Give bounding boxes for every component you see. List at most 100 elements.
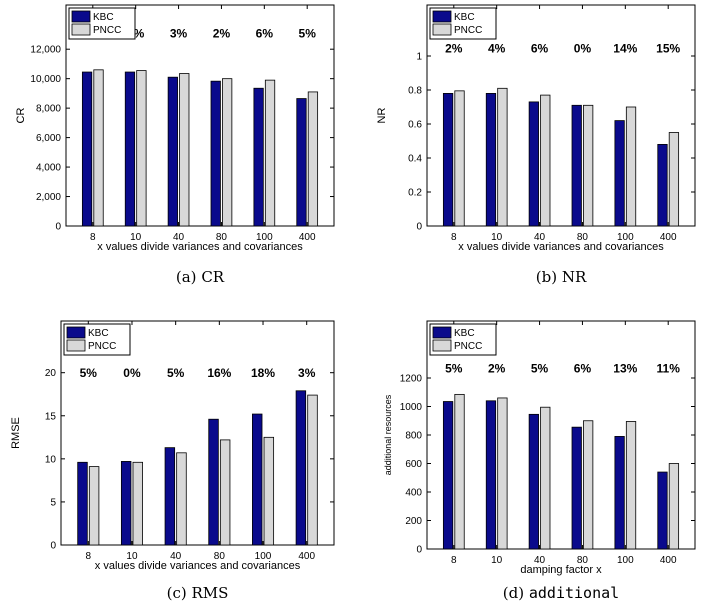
y-axis-title: RMSE: [10, 417, 22, 449]
percent-label: 6%: [531, 42, 549, 56]
bar-pncc-10: [497, 87, 508, 227]
percent-label: 2%: [213, 26, 231, 40]
percent-label: 4%: [488, 42, 506, 56]
y-tick-label: 5: [50, 497, 56, 508]
bar-kbc-400: [657, 143, 668, 227]
x-tick-label: 40: [173, 232, 185, 243]
percent-label: 11%: [657, 361, 681, 375]
bar-pncc-40: [176, 452, 187, 546]
x-tick-label: 10: [491, 555, 503, 566]
y-tick-label: 15: [45, 411, 57, 422]
y-tick-label: 600: [405, 459, 422, 470]
x-tick-label: 400: [298, 551, 315, 562]
caption-label: (a): [176, 268, 201, 286]
bar-pncc-100: [625, 106, 637, 227]
caption-label: (b): [536, 268, 562, 286]
percent-label: 5%: [80, 366, 98, 380]
bar-kbc-400: [296, 98, 307, 227]
y-tick-label: 0.2: [408, 188, 422, 199]
percent-label: 3%: [298, 366, 316, 380]
y-tick-label: 0.4: [408, 154, 422, 165]
bar-kbc-8: [442, 93, 454, 227]
caption-text: RMS: [191, 584, 228, 602]
y-tick-label: 0.8: [408, 86, 422, 97]
x-tick-label: 80: [577, 232, 589, 243]
caption-label: (d): [503, 584, 529, 602]
panel-caption: (a) CR: [176, 268, 225, 286]
bar-pncc-400: [668, 132, 680, 227]
percent-label: 0%: [123, 366, 141, 380]
percent-label: 6%: [574, 361, 592, 375]
plot-frame: [426, 4, 696, 227]
legend-swatch-pncc: [432, 339, 452, 352]
x-tick-label: 400: [660, 555, 677, 566]
legend-label-kbc: KBC: [93, 12, 114, 23]
chart-panel-3: 0 5 10 15 20 8 5% 10 0% 40 5% 80 16% 100 18% 400 3% x val…: [10, 320, 335, 602]
y-tick-label: 0: [55, 222, 61, 233]
y-tick-label: 20: [45, 368, 57, 379]
bar-pncc-40: [540, 406, 551, 550]
bar-pncc-400: [307, 91, 319, 227]
y-tick-label: 0: [416, 545, 422, 556]
x-tick-label: 10: [491, 232, 503, 243]
bar-pncc-40: [540, 94, 551, 227]
plot-frame: [60, 320, 335, 546]
bar-pncc-8: [88, 466, 100, 546]
bar-kbc-10: [124, 71, 136, 227]
caption-text: NR: [562, 268, 587, 286]
x-tick-label: 40: [170, 551, 182, 562]
bar-pncc-8: [454, 393, 465, 550]
bar-kbc-40: [164, 447, 176, 546]
y-tick-label: 1: [416, 52, 422, 63]
x-tick-label: 40: [534, 555, 546, 566]
percent-label: 13%: [613, 361, 637, 375]
chart-panel-4: 0 200 400 600 800 1000 1200 8 5% 10 2% 40 5% 80 6% 100 1…: [383, 320, 696, 602]
legend-label-pncc: PNCC: [454, 25, 482, 36]
bar-kbc-80: [571, 104, 582, 227]
y-tick-label: 0.6: [408, 120, 422, 131]
legend-swatch-kbc: [71, 10, 91, 23]
x-tick-label: 100: [256, 232, 273, 243]
bar-kbc-400: [657, 471, 668, 550]
bar-kbc-40: [528, 413, 539, 550]
bar-pncc-80: [219, 439, 231, 546]
percent-label: 2%: [445, 42, 463, 56]
legend-label-kbc: KBC: [454, 12, 475, 23]
x-tick-label: 100: [255, 551, 272, 562]
bar-kbc-10: [485, 400, 497, 550]
x-tick-label: 8: [86, 551, 92, 562]
x-axis-title: x values divide variances and covariance…: [95, 560, 301, 572]
chart-panel-1: 02,0004,0006,0008,00010,00012,00081%101%…: [15, 4, 335, 286]
bar-kbc-400: [295, 390, 307, 546]
bar-kbc-100: [614, 436, 625, 550]
bar-pncc-40: [179, 73, 190, 227]
legend-swatch-kbc: [432, 10, 452, 23]
legend-label-pncc: PNCC: [88, 341, 116, 352]
y-tick-label: 0: [416, 222, 422, 233]
y-tick-label: 8,000: [36, 104, 61, 115]
bar-kbc-10: [120, 461, 132, 546]
legend-swatch-pncc: [71, 23, 91, 36]
x-tick-label: 100: [617, 555, 634, 566]
x-tick-label: 80: [214, 551, 226, 562]
bar-pncc-100: [264, 79, 276, 227]
y-tick-label: 2,000: [36, 192, 61, 203]
bar-kbc-80: [210, 80, 221, 227]
x-tick-label: 80: [216, 232, 228, 243]
x-axis-title: damping factor x: [520, 564, 602, 576]
y-axis-title: NR: [376, 108, 388, 124]
caption-text: additional: [529, 584, 619, 602]
bar-kbc-100: [252, 413, 263, 546]
percent-label: 0%: [574, 42, 592, 56]
x-tick-label: 40: [534, 232, 546, 243]
x-tick-label: 8: [451, 555, 457, 566]
percent-label: 6%: [256, 26, 274, 40]
bar-kbc-100: [614, 120, 625, 227]
bar-pncc-8: [454, 90, 465, 227]
legend-label-pncc: PNCC: [454, 341, 482, 352]
y-tick-label: 10: [45, 454, 57, 465]
panel-caption: (d) additional: [503, 584, 619, 602]
y-tick-label: 1200: [400, 374, 423, 385]
percent-label: 2%: [488, 361, 506, 375]
